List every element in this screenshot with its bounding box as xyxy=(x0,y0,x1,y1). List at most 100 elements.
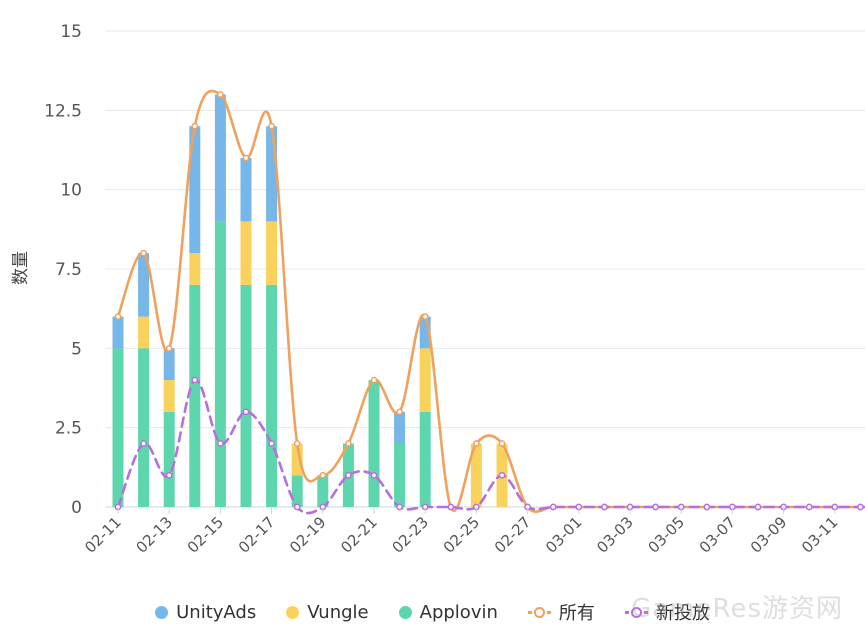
bar-applovin-02-16 xyxy=(240,284,252,507)
y-tick-label: 10 xyxy=(60,181,82,201)
point-所有-02-26 xyxy=(498,440,506,447)
bar-unityads-02-22 xyxy=(394,411,406,444)
bar-unityads-02-13 xyxy=(163,348,175,381)
bar-applovin-02-12 xyxy=(138,348,150,507)
x-tick-label: 03-01 xyxy=(542,513,586,557)
legend-item-Vungle[interactable]: Vungle xyxy=(286,601,369,623)
bar-applovin-02-21 xyxy=(368,380,380,507)
x-tick-label: 02-11 xyxy=(81,513,125,557)
x-tick-label: 03-09 xyxy=(747,513,791,557)
y-tick-label: 0 xyxy=(71,498,82,518)
x-tick-label: 02-23 xyxy=(388,513,432,557)
lines xyxy=(114,89,865,515)
x-tick-label: 02-15 xyxy=(184,513,228,557)
bar-applovin-02-17 xyxy=(266,284,278,507)
point-所有-02-14 xyxy=(191,122,199,130)
legend-label: 新投放 xyxy=(655,603,710,624)
bar-vungle-02-16 xyxy=(240,221,252,285)
point-所有-02-12 xyxy=(140,249,147,257)
point-新投放-02-18 xyxy=(293,503,301,511)
x-tick-label: 03-11 xyxy=(798,513,842,557)
legend-marker xyxy=(624,606,648,618)
x-tick-label: 02-17 xyxy=(235,513,279,557)
point-所有-02-20 xyxy=(345,440,352,447)
point-新投放-02-20 xyxy=(345,471,352,479)
bar-unityads-02-15 xyxy=(214,94,226,222)
x-tick-label: 03-05 xyxy=(644,513,688,557)
point-新投放-03-12 xyxy=(857,503,864,511)
legend-item-新投放[interactable]: 新投放 xyxy=(624,599,710,625)
point-新投放-03-10 xyxy=(805,503,813,511)
x-tick-label: 02-19 xyxy=(286,513,330,557)
point-新投放-02-26 xyxy=(498,471,506,479)
point-新投放-02-14 xyxy=(191,376,199,384)
x-tick-label: 03-07 xyxy=(696,513,740,557)
bar-applovin-02-18 xyxy=(291,475,303,507)
point-所有-02-13 xyxy=(165,344,173,352)
x-tick-label: 02-27 xyxy=(491,513,535,557)
bar-unityads-02-17 xyxy=(266,126,278,222)
point-新投放-02-16 xyxy=(242,408,250,416)
point-新投放-02-15 xyxy=(217,440,224,447)
bar-applovin-02-13 xyxy=(163,411,175,507)
bars xyxy=(112,94,508,507)
point-所有-02-15 xyxy=(217,91,224,98)
point-新投放-03-02 xyxy=(601,503,608,511)
y-tick-label: 5 xyxy=(71,339,82,359)
bar-applovin-02-19 xyxy=(317,475,329,507)
bar-vungle-02-14 xyxy=(189,253,201,285)
point-新投放-03-08 xyxy=(754,503,762,511)
line-所有 xyxy=(116,89,865,513)
bar-vungle-02-17 xyxy=(266,221,278,285)
point-所有-02-22 xyxy=(396,408,403,416)
y-axis-label: 数量 xyxy=(11,251,31,285)
legend-label: Vungle xyxy=(307,601,369,623)
chart: 数量 0 2.5 5 7.5 10 12.5 15 02-11 02-13 02-15 02-17… xyxy=(11,22,865,557)
bar-applovin-02-23 xyxy=(419,411,431,507)
point-新投放-02-24 xyxy=(447,503,455,511)
bar-applovin-02-22 xyxy=(394,443,406,507)
bar-unityads-02-11 xyxy=(112,316,124,349)
line-新投放 xyxy=(116,378,865,515)
legend-marker xyxy=(155,605,169,619)
point-所有-02-19 xyxy=(319,471,327,479)
bar-applovin-02-11 xyxy=(112,348,124,507)
x-tick-label: 02-21 xyxy=(337,513,381,557)
x-tick-labels: 02-11 02-13 02-15 02-17 02-19 02-21 02-23 02-25… xyxy=(81,507,842,557)
point-新投放-02-21 xyxy=(370,471,378,479)
point-新投放-02-12 xyxy=(140,440,147,447)
legend: UnityAds Vungle Applovin 所有 新投放 xyxy=(0,596,865,628)
bar-applovin-02-15 xyxy=(214,221,226,507)
y-tick-labels: 0 2.5 5 7.5 10 12.5 15 xyxy=(44,22,82,518)
x-tick-label: 02-13 xyxy=(132,513,176,557)
legend-label: Applovin xyxy=(419,601,498,623)
bar-unityads-02-14 xyxy=(189,126,201,254)
legend-item-UnityAds[interactable]: UnityAds xyxy=(155,602,256,623)
point-新投放-02-22 xyxy=(396,503,403,511)
bar-unityads-02-23 xyxy=(419,316,431,349)
legend-marker xyxy=(398,605,412,619)
bar-applovin-02-14 xyxy=(189,284,201,507)
legend-label: UnityAds xyxy=(176,601,257,623)
y-tick-label: 7.5 xyxy=(55,260,82,280)
bar-unityads-02-12 xyxy=(138,253,150,317)
bar-vungle-02-12 xyxy=(138,316,150,349)
legend-marker xyxy=(286,605,300,619)
bar-vungle-02-18 xyxy=(291,443,303,476)
watermark: GameRes游资网 xyxy=(631,594,843,624)
legend-marker xyxy=(527,606,551,618)
point-新投放-02-13 xyxy=(165,471,173,479)
point-新投放-02-17 xyxy=(268,440,275,447)
point-所有-02-21 xyxy=(370,376,378,384)
point-所有-02-18 xyxy=(293,440,301,447)
y-tick-label: 2.5 xyxy=(55,419,82,439)
bar-vungle-02-25 xyxy=(470,443,482,507)
legend-item-Applovin[interactable]: Applovin xyxy=(398,601,498,623)
x-tick-label: 02-25 xyxy=(440,513,484,557)
grid-lines xyxy=(105,30,865,508)
legend-item-所有[interactable]: 所有 xyxy=(527,599,595,625)
point-新投放-03-04 xyxy=(652,503,659,511)
point-所有-02-16 xyxy=(242,154,250,162)
point-所有-02-17 xyxy=(268,122,275,130)
point-所有-02-23 xyxy=(421,313,429,320)
